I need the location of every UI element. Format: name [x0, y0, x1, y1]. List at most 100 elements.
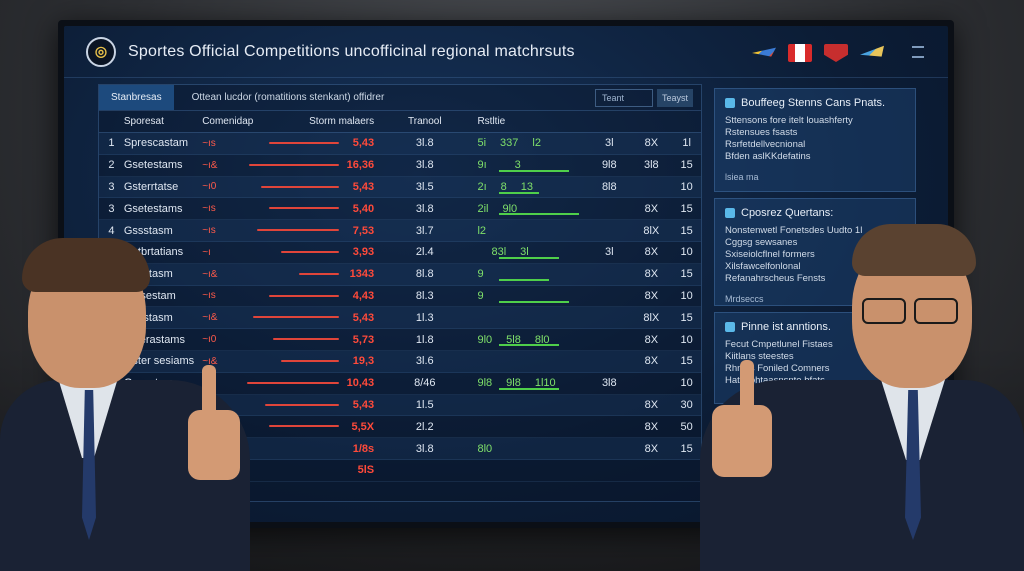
table-row: 2 Gsetestams ~ı& 16,36 3l.8 9ı 3 9l8 3l8 15: [99, 155, 701, 177]
tran-cell: 3l.5: [415, 180, 434, 193]
side-line: Bfden aslKKdefatins: [725, 151, 811, 162]
points-cell: 15: [680, 159, 693, 172]
points-cell: 15: [680, 268, 693, 281]
side-foot: lsiea ma: [725, 172, 759, 182]
team-cell: Gssstasm: [123, 224, 173, 237]
x2-cell: 8X: [644, 398, 659, 411]
side-line: Nonstenwetl Fonetsdes Uudto 1l: [725, 225, 863, 236]
tran-cell: 3l.8: [415, 137, 434, 150]
side-line: Xilsfawcelfonlonal: [725, 261, 801, 272]
pointing-finger: [202, 365, 216, 425]
result-value: 3l: [520, 246, 529, 259]
result-value: 2ı: [477, 180, 487, 193]
tran-cell: 2l.4: [415, 246, 434, 259]
shield-flag-icon: [824, 44, 848, 62]
tran-cell: 3l.8: [415, 202, 434, 215]
stat-cell: 4,43: [352, 289, 375, 302]
competition-cell: ~ıs: [202, 225, 216, 237]
tran-cell: 3l.7: [415, 224, 434, 237]
side-panel-2-heading: Cposrez Quertans:: [725, 207, 905, 219]
presenter-left: [0, 220, 270, 571]
tran-cell: 8l.8: [415, 268, 434, 281]
stat-cell: 5lS: [357, 464, 375, 477]
team-cell: Gster sesiams: [123, 355, 195, 368]
table-row: 3 Gsterrtatse ~ı0 5,43 3l.5 2ı 8 13 8l8 10: [99, 176, 701, 199]
result-value: 8l0: [477, 442, 493, 455]
competition-cell: ~ıs: [202, 290, 216, 302]
x2-cell: 8X: [644, 137, 659, 150]
red-trend-line: [281, 250, 339, 253]
x2-cell: 8X: [644, 202, 659, 215]
competition-cell: ~ıs: [202, 203, 216, 215]
points-cell: 10: [680, 180, 693, 193]
result-value: 9l0: [502, 202, 518, 215]
side-panel-3-title: Pinne ist anntions.: [741, 321, 831, 333]
x-cell: 8l8: [601, 180, 617, 193]
result-value: 2il: [477, 202, 489, 215]
side-panel-1: Bouffeeg Stenns Cans Pnats. Sttensons fo…: [714, 88, 916, 192]
side-line: Cggsg sewsanes: [725, 237, 798, 248]
tran-cell: 8l.3: [415, 289, 434, 302]
result-value: 8l0: [534, 333, 550, 346]
tran-cell: 8/46: [414, 377, 436, 390]
side-line: Sttensons fore itelt louashferty: [725, 115, 853, 126]
team-cell: Sprescastam: [123, 137, 189, 150]
tran-cell: 1l.5: [415, 398, 434, 411]
x2-cell: 8X: [644, 246, 659, 259]
side-line: Rsrfetdellvecnional: [725, 139, 806, 150]
menu-icon: [912, 46, 924, 58]
tv-display: ◎ Sportes Official Competitions uncoffic…: [58, 20, 954, 528]
panel-icon: [725, 98, 735, 108]
search-button: Teayst: [656, 88, 693, 107]
search-field: Teant: [594, 88, 653, 107]
results-cell: 2il 9l0: [453, 203, 588, 215]
flag-icon: [788, 44, 812, 62]
x-cell: 9l8: [601, 159, 617, 172]
red-trend-line: [265, 403, 339, 406]
team-cell: Gsetestams: [123, 159, 183, 172]
table-tabs: Stanbresas Ottean lucdor (romatitions st…: [99, 85, 701, 111]
points-cell: 15: [680, 442, 693, 455]
result-value: 3: [514, 159, 521, 172]
standings-table-panel: Stanbresas Ottean lucdor (romatitions st…: [98, 84, 702, 502]
x2-cell: 8X: [644, 333, 659, 346]
red-trend-line: [247, 381, 339, 384]
header-team: Sporesat: [123, 116, 164, 127]
table-row: Gstbrtatians ~ı 3,93 2l.4 83l 3l 3l 8X 10: [99, 242, 701, 264]
green-trend-line: [499, 191, 539, 194]
tie: [82, 390, 96, 540]
x2-cell: 8lX: [643, 224, 660, 237]
x-cell: 3l8: [601, 377, 617, 390]
competition-cell: ~ı&: [202, 355, 218, 367]
red-trend-line: [261, 185, 339, 188]
points-cell: 10: [680, 246, 693, 259]
tran-cell: 3l.8: [415, 159, 434, 172]
x2-cell: 8X: [644, 268, 659, 281]
points-cell: 1l: [682, 137, 691, 150]
result-value: 9l8: [506, 377, 521, 390]
green-trend-line: [499, 344, 559, 347]
points-cell: 15: [680, 202, 693, 215]
green-trend-line: [499, 387, 559, 390]
x2-cell: 3l8: [643, 159, 659, 172]
result-value: 337: [500, 137, 519, 150]
side-line: Sxiseiolcflnel formers: [725, 249, 815, 260]
scoreboard-screen: ◎ Sportes Official Competitions uncoffic…: [64, 26, 948, 522]
result-value: 9l8: [477, 377, 493, 390]
side-foot: Mrdseccs: [725, 294, 764, 304]
header-tran: Tranool: [408, 116, 442, 127]
tie: [905, 390, 921, 540]
header-competition: Comenidap: [202, 116, 254, 127]
result-value: 13: [520, 180, 534, 193]
green-trend-line: [499, 213, 579, 216]
result-value: 9l0: [477, 333, 493, 346]
stat-cell: 5,40: [352, 202, 375, 215]
points-cell: 50: [680, 420, 693, 433]
x-cell: 3l: [605, 246, 614, 259]
green-trend-line: [499, 256, 559, 259]
tab-subtitle: Ottean lucdor (romatitions stenkant) off…: [191, 92, 385, 103]
screen-title: Sportes Official Competitions uncofficin…: [128, 42, 575, 60]
result-value: 5i: [477, 137, 487, 150]
x2-cell: 8X: [644, 420, 659, 433]
side-line: Rhnlas Foniled Comners: [725, 363, 830, 374]
